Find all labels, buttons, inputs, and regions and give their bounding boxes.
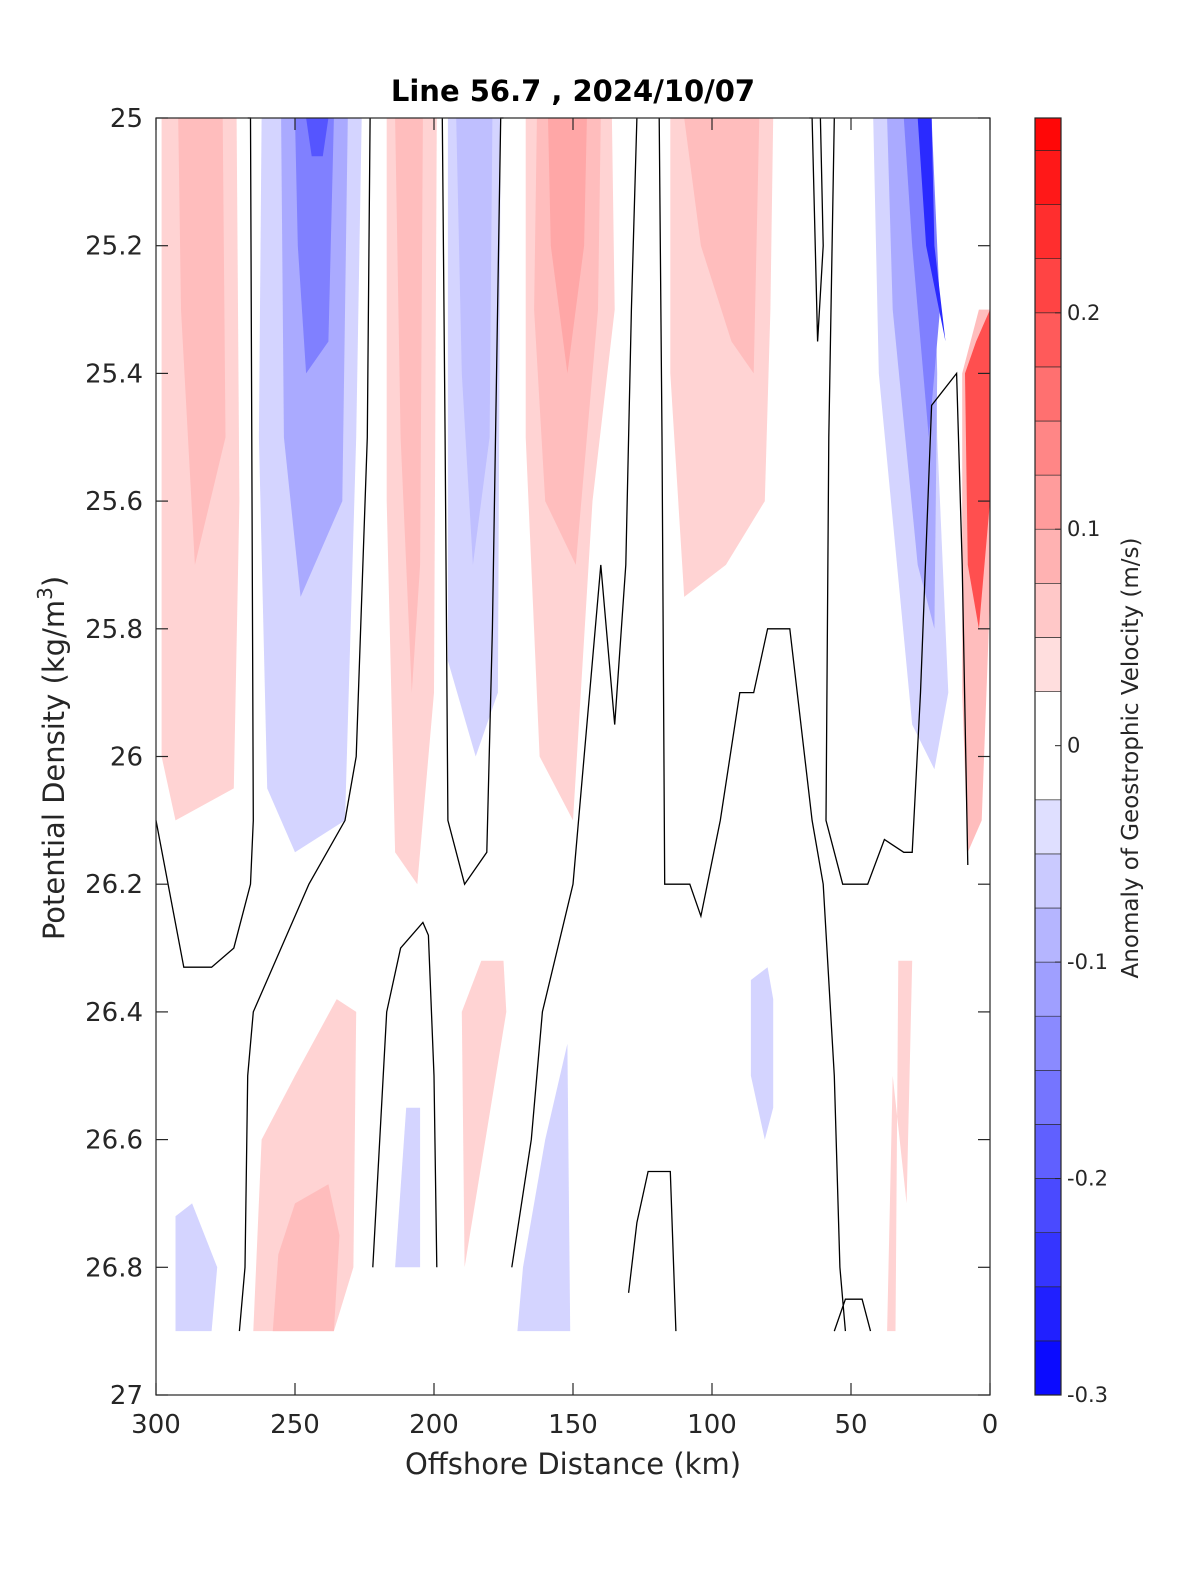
colorbar-bands xyxy=(1034,117,1062,1396)
x-tick-label: 0 xyxy=(982,1410,999,1440)
x-tick-label: 200 xyxy=(409,1410,459,1440)
colorbar-band xyxy=(1034,1070,1062,1125)
region-negative-peak-245km xyxy=(306,118,329,157)
colorbar-tick-label: 0 xyxy=(1067,734,1080,758)
zero-contour-2 xyxy=(238,117,371,1332)
plot-area xyxy=(155,117,991,1396)
region-positive-deep-35km xyxy=(887,960,913,1332)
y-tick-label: 26.6 xyxy=(85,1126,143,1156)
colorbar-band xyxy=(1034,420,1062,476)
colorbar-tick-label: -0.3 xyxy=(1067,1383,1108,1407)
region-negative-core-187km xyxy=(456,118,493,565)
colorbar-band xyxy=(1034,582,1062,638)
colorbar-band xyxy=(1034,1232,1062,1288)
zero-contour-3 xyxy=(372,921,438,1268)
region-negative-deep-155km xyxy=(517,1043,571,1332)
zero-contour-6 xyxy=(658,117,847,1332)
colorbar-band xyxy=(1034,474,1062,530)
x-tick-label: 150 xyxy=(548,1410,598,1440)
zero-contour-5 xyxy=(511,117,638,1268)
zero-contour-1 xyxy=(155,117,254,968)
zero-contour-lines xyxy=(155,117,969,1332)
zero-contour-10 xyxy=(825,117,969,885)
y-axis-title-superscript: 3 xyxy=(33,587,57,600)
x-tick-label: 250 xyxy=(270,1410,320,1440)
colorbar-band xyxy=(1034,150,1062,205)
x-tick-label: 300 xyxy=(131,1410,181,1440)
region-positive-deep-235km-core xyxy=(272,1184,340,1332)
y-tick-label: 25.4 xyxy=(85,359,143,389)
colorbar-ticks: -0.3 -0.2 -0.1 0 0.1 0.2 xyxy=(1055,301,1108,1407)
y-tick-label: 27 xyxy=(110,1381,143,1411)
region-positive-deep-180km xyxy=(461,960,507,1268)
x-axis: 300 250 200 150 100 50 0 xyxy=(131,118,998,1440)
x-axis-title: Offshore Distance (km) xyxy=(405,1447,741,1481)
y-axis-title-main: Potential Density (kg/m xyxy=(37,600,71,940)
region-positive-nearshore-core xyxy=(965,309,990,629)
zero-contour-4 xyxy=(441,117,504,886)
colorbar-band xyxy=(1034,117,1062,151)
y-axis-title: Potential Density (kg/m3) xyxy=(33,576,71,940)
region-positive-core-155km xyxy=(548,118,587,374)
region-negative-coastal-peak xyxy=(917,118,946,342)
chart-title: Line 56.7 , 2024/10/07 xyxy=(391,74,755,108)
region-negative-deep-210km xyxy=(395,1107,421,1268)
y-tick-label: 25.6 xyxy=(85,487,143,517)
region-negative-core-245km xyxy=(295,118,334,374)
colorbar-band xyxy=(1034,1124,1062,1179)
colorbar-band xyxy=(1034,258,1062,314)
colorbar-band xyxy=(1034,528,1062,584)
colorbar-band xyxy=(1034,637,1062,692)
y-tick-label: 26 xyxy=(110,743,143,773)
x-tick-label: 100 xyxy=(687,1410,737,1440)
colorbar-band xyxy=(1034,1015,1062,1071)
colorbar-band xyxy=(1034,961,1062,1017)
y-tick-label: 26.4 xyxy=(85,998,143,1028)
region-negative-deep-105km xyxy=(750,967,774,1140)
colorbar-band xyxy=(1034,366,1062,422)
zero-contour-9 xyxy=(627,1170,677,1332)
colorbar-title: Anomaly of Geostrophic Velocity (m/s) xyxy=(1118,538,1144,979)
colorbar-band xyxy=(1034,1178,1062,1233)
y-axis-title-close: ) xyxy=(37,576,71,587)
region-positive-core-290km xyxy=(178,118,226,565)
region-positive-core-207km xyxy=(395,118,423,693)
y-axis: 25 25.2 25.4 25.6 25.8 26 26.2 26.4 26.6 26.8 27 xyxy=(85,104,990,1411)
colorbar-band xyxy=(1034,1286,1062,1342)
colorbar-band xyxy=(1034,907,1062,963)
colorbar-tick-label: 0.2 xyxy=(1067,301,1100,325)
colorbar-band xyxy=(1034,204,1062,260)
colorbar-tick-label: 0.1 xyxy=(1067,517,1100,541)
y-tick-label: 26.2 xyxy=(85,870,143,900)
colorbar-tick-label: -0.2 xyxy=(1067,1167,1108,1191)
y-tick-label: 26.8 xyxy=(85,1253,143,1283)
region-positive-core-95km xyxy=(684,118,760,374)
colorbar-band xyxy=(1034,853,1062,909)
region-negative-deep-295km xyxy=(175,1203,218,1332)
y-tick-label: 25 xyxy=(110,104,143,134)
colorbar-band xyxy=(1034,799,1062,855)
y-tick-label: 25.8 xyxy=(85,615,143,645)
colorbar-tick-label: -0.1 xyxy=(1067,950,1108,974)
zero-contour-8 xyxy=(833,1298,872,1332)
y-tick-label: 25.2 xyxy=(85,232,143,262)
colorbar-band xyxy=(1034,312,1062,368)
colorbar-band xyxy=(1034,1340,1062,1396)
filled-contour-regions xyxy=(161,118,990,1332)
colorbar: -0.3 -0.2 -0.1 0 0.1 0.2 xyxy=(1034,117,1108,1407)
x-tick-label: 50 xyxy=(834,1410,867,1440)
